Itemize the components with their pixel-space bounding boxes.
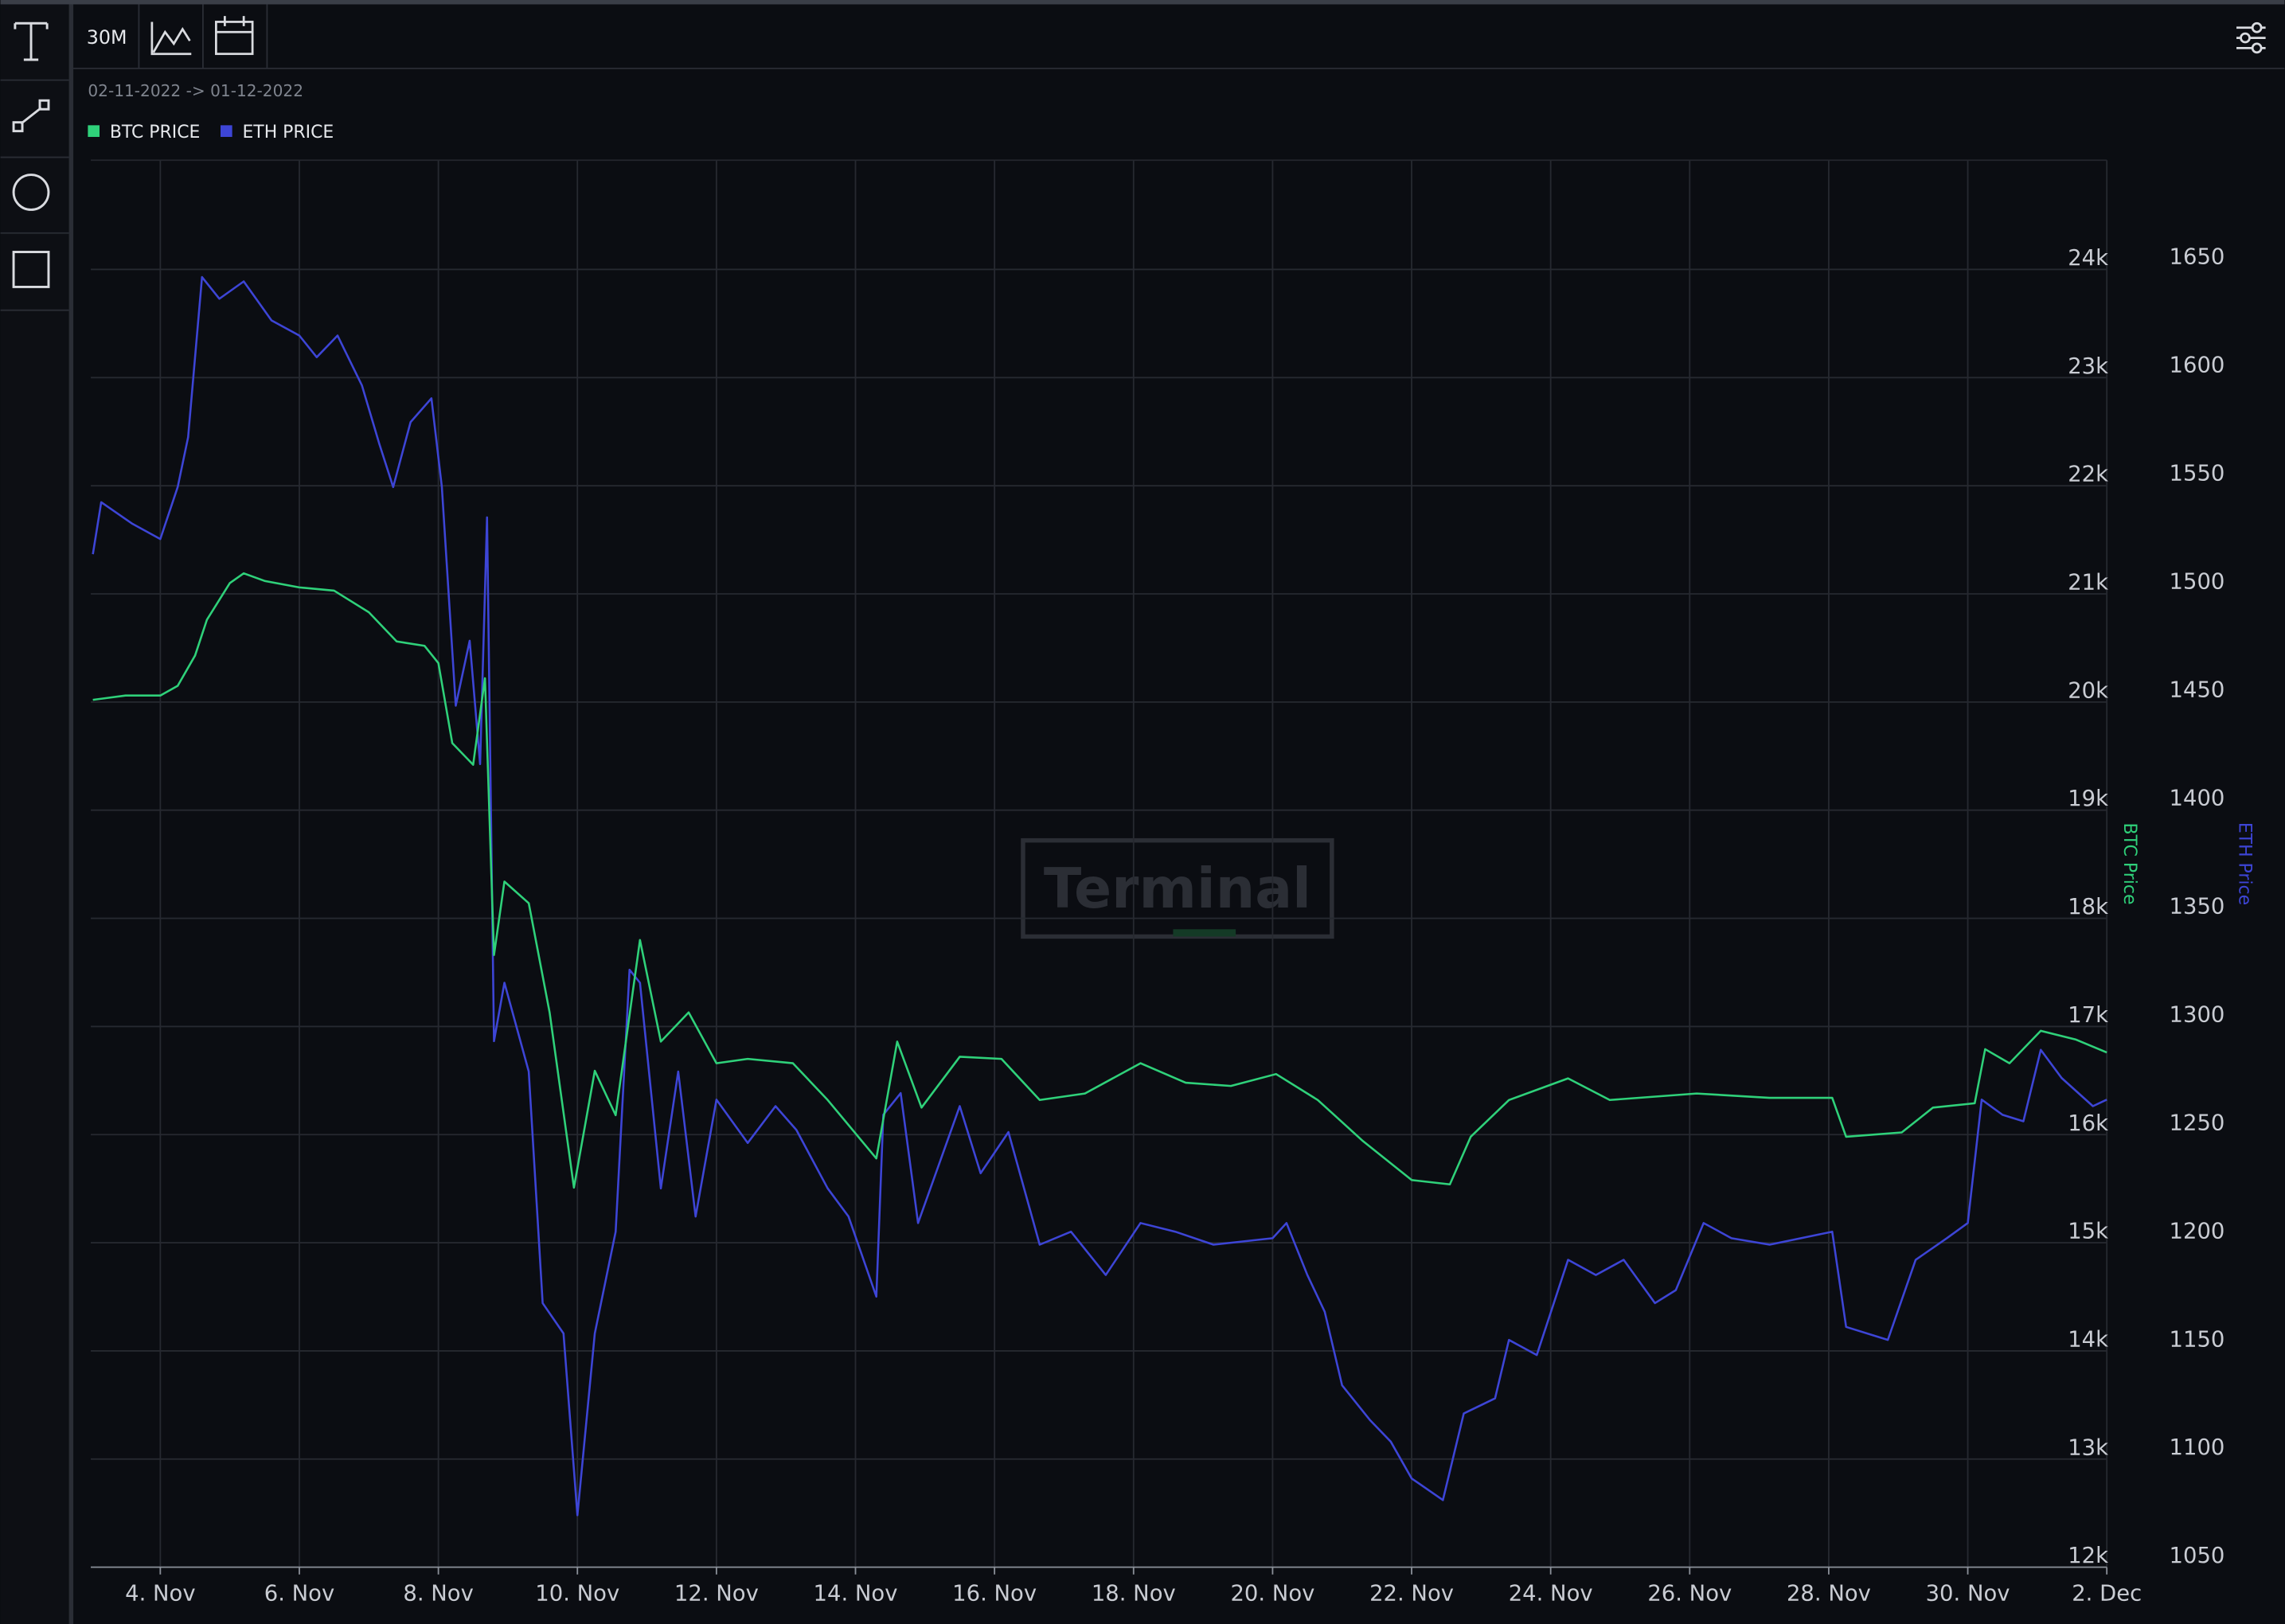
x-tick-label: 8. Nov bbox=[403, 1582, 473, 1606]
tool-rectangle[interactable] bbox=[12, 251, 50, 288]
drawing-sidebar bbox=[0, 4, 74, 1624]
chart-type-button[interactable] bbox=[150, 21, 192, 56]
y2-tick-label: 1200 bbox=[2170, 1219, 2225, 1243]
y2-tick-label: 1050 bbox=[2170, 1544, 2225, 1568]
x-tick-label: 24. Nov bbox=[1509, 1582, 1593, 1606]
watermark: Terminal bbox=[1021, 837, 1334, 939]
y-tick-label: 23k bbox=[2068, 354, 2108, 379]
x-tick-label: 20. Nov bbox=[1230, 1582, 1314, 1606]
legend-swatch bbox=[88, 125, 100, 137]
y2-tick-label: 1500 bbox=[2170, 570, 2225, 595]
y-tick-label: 16k bbox=[2068, 1111, 2108, 1136]
x-tick-label: 10. Nov bbox=[535, 1582, 619, 1606]
watermark-accent bbox=[1173, 929, 1236, 937]
sidebar-bg bbox=[0, 4, 69, 1624]
watermark-text: Terminal bbox=[1044, 857, 1311, 921]
top-border bbox=[0, 0, 2285, 5]
x-tick-label: 18. Nov bbox=[1092, 1582, 1176, 1606]
y-tick-label: 17k bbox=[2068, 1003, 2108, 1028]
tool-circle[interactable] bbox=[12, 174, 50, 211]
y2-tick-label: 1550 bbox=[2170, 462, 2225, 486]
price-line bbox=[92, 275, 2107, 1517]
interval-button[interactable]: 30M bbox=[87, 26, 127, 49]
y-tick-label: 12k bbox=[2068, 1544, 2108, 1568]
x-tick-label: 30. Nov bbox=[1926, 1582, 2010, 1606]
y-tick-label: 21k bbox=[2068, 571, 2108, 595]
y-tick-label: 24k bbox=[2068, 246, 2108, 271]
y2-tick-label: 1400 bbox=[2170, 786, 2225, 810]
y-tick-label: 13k bbox=[2068, 1435, 2108, 1460]
tool-text[interactable] bbox=[14, 21, 49, 61]
x-tick-label: 28. Nov bbox=[1787, 1582, 1871, 1606]
y2-tick-label: 1450 bbox=[2170, 678, 2225, 703]
y2-tick-label: 1150 bbox=[2170, 1327, 2225, 1352]
plot: 4. Nov 6. Nov 8. Nov 10. Nov 12. Nov 14. Nov 1… bbox=[88, 123, 2255, 1606]
y-tick-label: 18k bbox=[2068, 895, 2108, 919]
tool-line[interactable] bbox=[12, 99, 50, 133]
y-tick-label: 20k bbox=[2068, 678, 2108, 703]
y2-tick-label: 1650 bbox=[2170, 245, 2225, 270]
x-tick-label: 26. Nov bbox=[1647, 1582, 1732, 1606]
y2-tick-label: 1250 bbox=[2170, 1111, 2225, 1135]
toolbar: 30M bbox=[73, 4, 2285, 69]
y2-axis-title: ETH Price bbox=[2235, 822, 2255, 905]
x-tick-label: 12. Nov bbox=[674, 1582, 759, 1606]
calendar-button[interactable] bbox=[215, 16, 254, 56]
legend-label: ETH PRICE bbox=[242, 123, 334, 142]
x-tick-label: 22. Nov bbox=[1369, 1582, 1454, 1606]
y-tick-label: 14k bbox=[2068, 1327, 2108, 1352]
sidebar-separators bbox=[0, 79, 69, 311]
y-tick-label: 22k bbox=[2068, 463, 2108, 487]
y2-tick-label: 1100 bbox=[2170, 1435, 2225, 1460]
x-tick-label: 14. Nov bbox=[814, 1582, 898, 1606]
date-range: 02-11-2022 -> 01-12-2022 bbox=[88, 81, 303, 100]
y2-tick-label: 1600 bbox=[2170, 353, 2225, 378]
y2-tick-label: 1350 bbox=[2170, 894, 2225, 919]
x-tick-label: 16. Nov bbox=[952, 1582, 1037, 1606]
y-tick-label: 19k bbox=[2068, 787, 2108, 811]
price-line bbox=[92, 572, 2107, 1189]
x-tick-label: 2. Dec bbox=[2072, 1582, 2142, 1606]
x-tick-label: 4. Nov bbox=[125, 1582, 195, 1606]
y2-tick-label: 1300 bbox=[2170, 1002, 2225, 1027]
sidebar-border bbox=[68, 4, 74, 1624]
legend-label: BTC PRICE bbox=[110, 123, 201, 142]
y-tick-label: 15k bbox=[2068, 1220, 2108, 1244]
settings-button[interactable] bbox=[2236, 21, 2266, 54]
x-tick-label: 6. Nov bbox=[264, 1582, 334, 1606]
legend-swatch bbox=[221, 125, 232, 137]
y-axis-title: BTC Price bbox=[2119, 822, 2139, 904]
